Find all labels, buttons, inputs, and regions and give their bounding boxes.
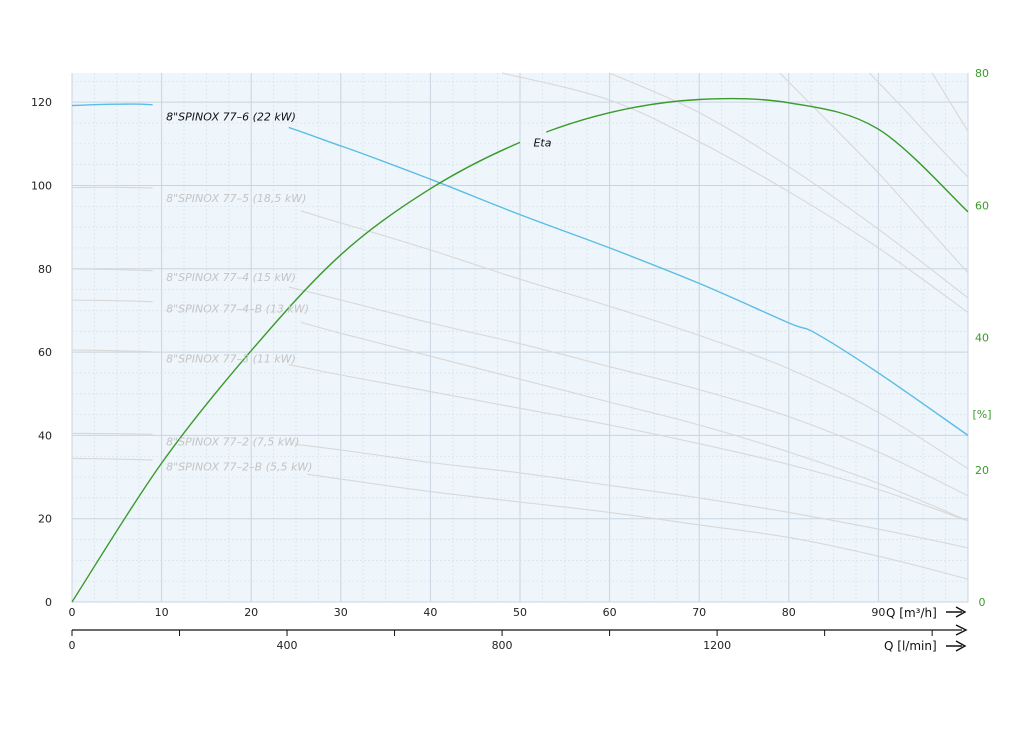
x-tick-label: 10	[155, 606, 169, 619]
x-tick-label: 40	[423, 606, 437, 619]
x-tick-label: 80	[782, 606, 796, 619]
x-tick-label: 20	[244, 606, 258, 619]
grid	[71, 73, 969, 603]
curve-label: 8"SPINOX 77–4–B (13 kW)	[166, 302, 309, 315]
y2-tick-label: 80	[975, 67, 989, 80]
y2-tick-label: 0	[979, 596, 986, 609]
y2-axis-label: [%]	[972, 408, 991, 421]
eta-label: Eta	[533, 136, 551, 149]
x2-tick-label: 0	[69, 639, 76, 652]
labels: 8"SPINOX 77–6 (22 kW) 8"SPINOX 77–5 (18,5…	[166, 111, 552, 474]
y-tick-label: 120	[31, 96, 52, 109]
curve-label: 8"SPINOX 77–5 (18,5 kW)	[166, 192, 306, 205]
x-tick-label: 90	[871, 606, 885, 619]
pump-curve	[931, 72, 969, 132]
x-tick-label: 60	[603, 606, 617, 619]
x2-tick-label: 800	[492, 639, 513, 652]
eta-curve	[71, 97, 969, 603]
x-axis-arrow-icon	[946, 606, 967, 618]
y2-tick-label: 20	[975, 464, 989, 477]
y-tick-label: 100	[31, 179, 52, 192]
y-tick-label: 0	[45, 596, 52, 609]
x-tick-label: 50	[513, 606, 527, 619]
x2-tick-label: 1200	[703, 639, 731, 652]
x2-axis-arrow-icon	[946, 640, 967, 652]
x2-tick-label: 400	[277, 639, 298, 652]
x-tick-label: 30	[334, 606, 348, 619]
curve-label: 8"SPINOX 77–4 (15 kW)	[166, 271, 296, 284]
y-tick-label: 80	[38, 263, 52, 276]
x2-axis-line-arrow-icon	[955, 624, 968, 636]
pump-curve	[501, 72, 969, 313]
y-tick-label: 40	[38, 429, 52, 442]
highlighted-curve-label: 8"SPINOX 77–6 (22 kW)	[166, 111, 296, 124]
curve-label: 8"SPINOX 77–2–B (5,5 kW)	[166, 461, 312, 474]
y-tick-label: 60	[38, 346, 52, 359]
pump-curve	[779, 72, 969, 274]
y-tick-label: 20	[38, 513, 52, 526]
pump-curve	[869, 72, 969, 178]
x-axis-label: Q [m³/h]	[886, 606, 937, 620]
x-tick-label: 70	[692, 606, 706, 619]
x-tick-label: 0	[69, 606, 76, 619]
y2-tick-label: 40	[975, 332, 989, 345]
x2-axis-label: Q [l/min]	[884, 639, 937, 653]
curve-label: 8"SPINOX 77–2 (7,5 kW)	[166, 436, 299, 449]
y2-tick-label: 60	[975, 199, 989, 212]
curve-label: 8"SPINOX 77–3 (11 kW)	[166, 352, 296, 365]
